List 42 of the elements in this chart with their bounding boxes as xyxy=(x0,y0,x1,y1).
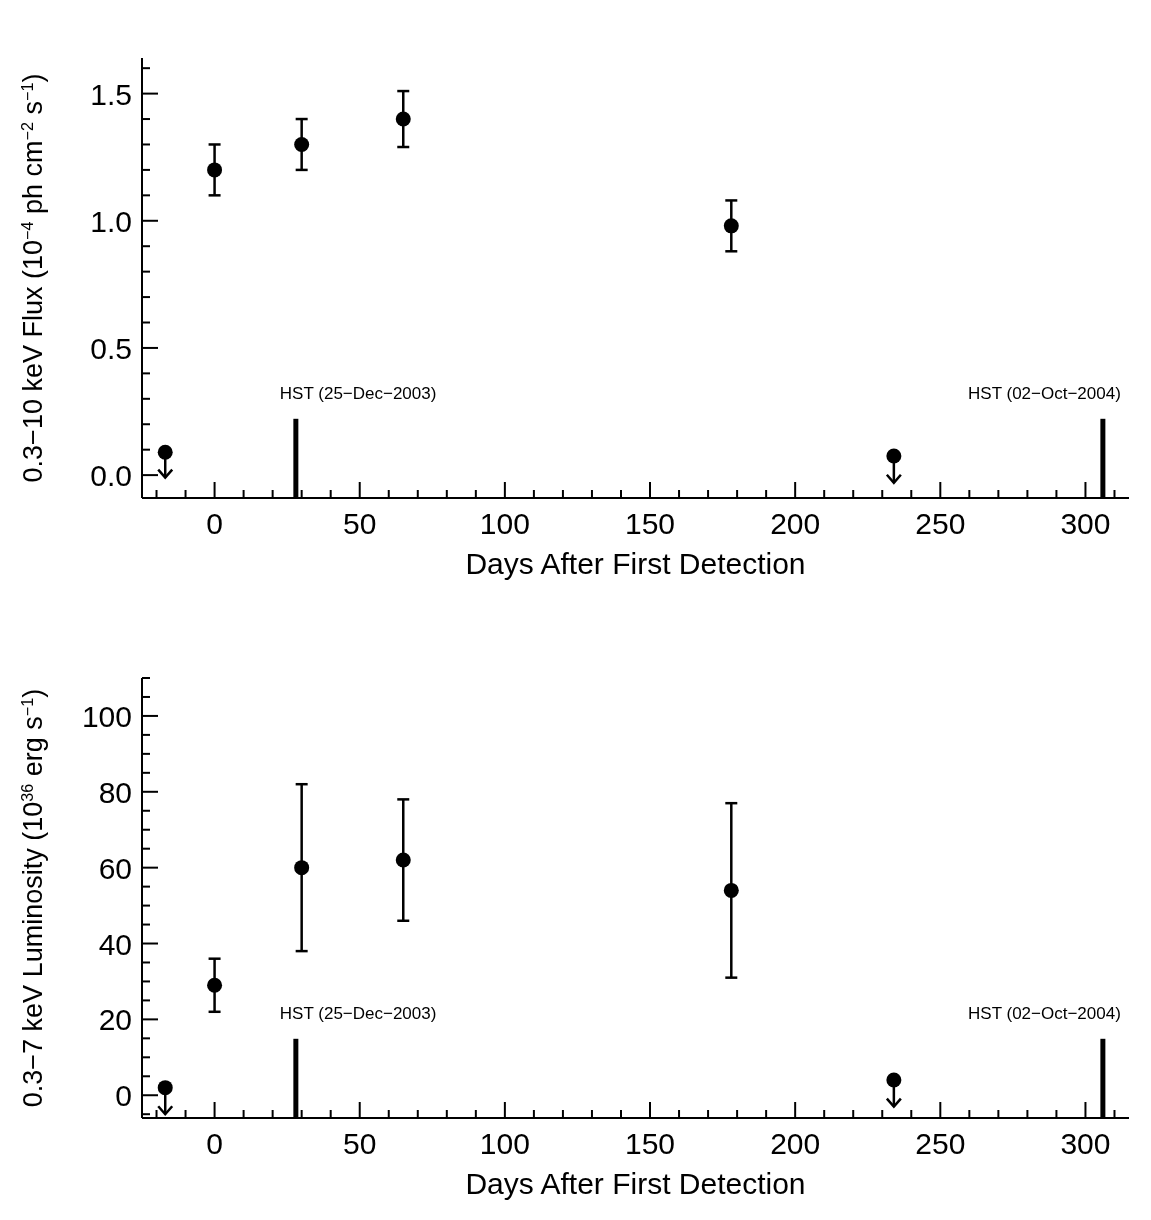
point xyxy=(886,1072,902,1088)
point xyxy=(207,162,223,178)
point xyxy=(294,860,310,876)
point xyxy=(207,977,223,993)
point xyxy=(723,218,739,234)
x-tick-label: 100 xyxy=(479,1127,530,1160)
y-tick-label: 20 xyxy=(98,1003,132,1037)
point xyxy=(395,111,411,127)
x-tick-label: 200 xyxy=(770,1127,821,1160)
y-tick-label: 40 xyxy=(98,927,132,961)
y-tick-label: 0.0 xyxy=(90,459,132,493)
y-tick-label: 1.0 xyxy=(90,204,132,238)
y-tick-label: 60 xyxy=(98,851,132,885)
y-tick-label: 80 xyxy=(98,775,132,809)
point xyxy=(395,852,411,868)
ref-line-label: HST (25−Dec−2003) xyxy=(279,1003,437,1023)
y-tick-label: 0 xyxy=(115,1079,132,1113)
x-tick-label: 0 xyxy=(206,507,223,540)
x-tick-label: 300 xyxy=(1060,507,1111,540)
x-tick-label: 200 xyxy=(770,507,821,540)
x-axis-title: Days After First Detection xyxy=(465,1167,806,1200)
x-tick-label: 300 xyxy=(1060,1127,1111,1160)
x-tick-label: 0 xyxy=(206,1127,223,1160)
ref-line-label: HST (25−Dec−2003) xyxy=(279,383,437,403)
x-tick-label: 250 xyxy=(915,507,966,540)
y-tick-label: 0.5 xyxy=(90,331,132,365)
x-tick-label: 250 xyxy=(915,1127,966,1160)
x-axis-title: Days After First Detection xyxy=(465,547,806,580)
y-tick-label: 100 xyxy=(81,699,132,733)
ref-line-label: HST (02−Oct−2004) xyxy=(968,383,1121,403)
point xyxy=(886,448,902,464)
y-tick-label: 1.5 xyxy=(90,77,132,111)
point xyxy=(157,444,173,460)
point xyxy=(157,1080,173,1096)
point xyxy=(723,882,739,898)
x-tick-label: 150 xyxy=(624,507,676,540)
x-tick-label: 50 xyxy=(343,507,377,540)
point xyxy=(294,136,310,152)
x-tick-label: 150 xyxy=(624,1127,676,1160)
x-tick-label: 50 xyxy=(343,1127,377,1160)
ref-line-label: HST (02−Oct−2004) xyxy=(968,1003,1121,1023)
x-tick-label: 100 xyxy=(479,507,530,540)
